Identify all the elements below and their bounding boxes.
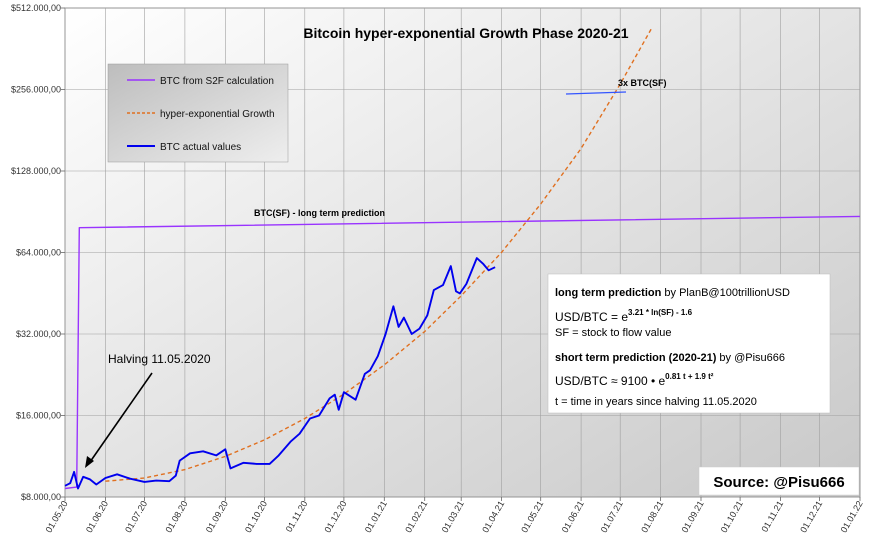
x-tick-label: 01.05.20	[44, 499, 70, 534]
x-tick-label: 01.04.21	[480, 499, 506, 534]
info-box: long term prediction by PlanB@100trillio…	[547, 273, 831, 414]
x-tick-label: 01.12.20	[322, 499, 348, 534]
x-tick-label: 01.01.22	[839, 499, 865, 534]
x-tick-label: 01.11.21	[759, 499, 785, 534]
x-tick-label: 01.02.21	[403, 499, 429, 534]
info-box-bg	[547, 273, 831, 414]
long-term-formula: USD/BTC = e3.21 * ln(SF) - 1.6	[555, 308, 693, 324]
annotation-btc-sf: BTC(SF) - long term prediction	[254, 208, 385, 218]
x-axis-ticks: 01.05.20 01.06.20 01.07.20 01.08.20 01.09.20…	[44, 497, 865, 534]
y-tick-label: $32.000,00	[16, 329, 61, 339]
y-tick-label: $16.000,00	[16, 411, 61, 421]
x-tick-label: 01.11.20	[284, 499, 310, 534]
x-tick-label: 01.10.21	[719, 499, 745, 534]
x-tick-label: 01.08.21	[639, 499, 665, 534]
sf-definition: SF = stock to flow value	[555, 327, 671, 339]
y-tick-label: $8.000,00	[21, 492, 61, 502]
long-term-heading: long term prediction by PlanB@100trillio…	[555, 287, 790, 299]
y-axis-ticks: $8.000,00 $16.000,00 $32.000,00 $64.000,00 $…	[11, 3, 65, 502]
annotation-3x-marker	[565, 91, 627, 95]
series-line-1	[105, 28, 653, 482]
y-tick-label: $128.000,00	[11, 166, 61, 176]
y-tick-label: $64.000,00	[16, 248, 61, 258]
legend-label-actual: BTC actual values	[160, 142, 241, 153]
series-line-0	[64, 215, 861, 490]
y-tick-label: $512.000,00	[11, 3, 61, 13]
annotation-3x-btc-sf: 3x BTC(SF)	[618, 78, 667, 88]
series-layer	[64, 28, 861, 490]
x-tick-label: 01.08.20	[163, 499, 189, 534]
x-tick-label: 01.06.21	[560, 499, 586, 534]
x-tick-label: 01.03.21	[440, 499, 466, 534]
x-tick-label: 01.09.21	[680, 499, 706, 534]
halving-arrow-head	[85, 456, 94, 468]
x-tick-label: 01.12.21	[798, 499, 824, 534]
source-label: Source: @Pisu666	[713, 474, 844, 491]
short-term-formula: USD/BTC ≈ 9100 • e0.81 t + 1.9 t²	[555, 372, 714, 388]
x-tick-label: 01.07.20	[123, 499, 149, 534]
short-term-heading: short term prediction (2020-21) by @Pisu…	[555, 352, 785, 364]
x-tick-label: 01.01.21	[363, 499, 389, 534]
x-tick-label: 01.09.20	[204, 499, 230, 534]
source-box-bg	[698, 466, 860, 496]
source-box: Source: @Pisu666	[698, 466, 860, 496]
x-tick-label: 01.06.20	[84, 499, 110, 534]
x-tick-label: 01.05.21	[519, 499, 545, 534]
y-tick-label: $256.000,00	[11, 85, 61, 95]
halving-arrow-line	[89, 372, 153, 463]
x-tick-label: 01.10.20	[243, 499, 269, 534]
legend-label-s2f: BTC from S2F calculation	[160, 76, 274, 87]
annotation-halving: Halving 11.05.2020	[108, 352, 211, 366]
t-definition: t = time in years since halving 11.05.20…	[555, 396, 757, 408]
legend: BTC from S2F calculation hyper-exponenti…	[107, 63, 289, 163]
chart-title: Bitcoin hyper-exponential Growth Phase 2…	[303, 25, 628, 41]
x-tick-label: 01.07.21	[599, 499, 625, 534]
legend-label-hyper: hyper-exponential Growth	[160, 109, 275, 120]
series-line-2	[64, 257, 496, 490]
